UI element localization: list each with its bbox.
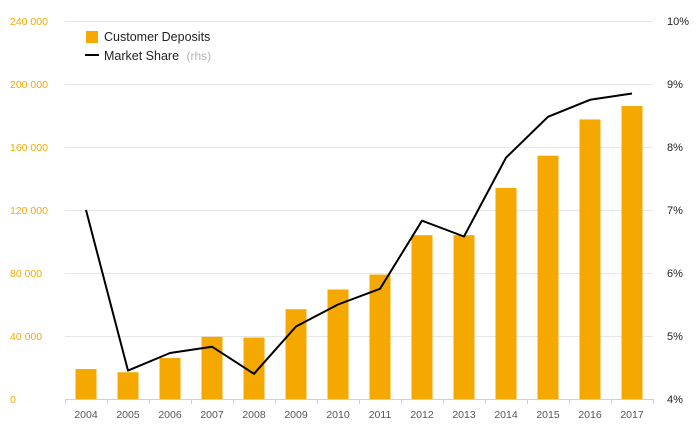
right-tick-label: 8%: [667, 142, 683, 154]
x-tick-label: 2017: [620, 409, 644, 421]
left-tick-label: 0: [10, 394, 16, 406]
left-tick-label: 160 000: [10, 142, 48, 154]
bar-2017: [621, 106, 643, 400]
legend-swatch-customer-deposits: [86, 31, 98, 43]
bar-2016: [579, 119, 601, 399]
bar-series-customer-deposits: [75, 106, 643, 400]
bar-2004: [75, 369, 97, 399]
bar-2014: [495, 187, 517, 399]
left-tick-label: 120 000: [10, 205, 48, 217]
left-tick-label: 240 000: [10, 16, 48, 28]
x-tick-label: 2006: [158, 409, 182, 421]
x-tick-label: 2011: [369, 409, 392, 421]
x-tick-label: 2004: [74, 409, 98, 421]
left-tick-label: 40 000: [10, 331, 42, 343]
legend: Customer Deposits Market Share (rhs): [85, 30, 211, 63]
legend-label-market-share-suffix: (rhs): [187, 49, 212, 63]
left-y-axis: 0 40 000 80 000 120 000 160 000 200 000 240 00…: [10, 16, 48, 406]
right-y-axis: 4% 5% 6% 7% 8% 9% 10%: [667, 16, 689, 406]
right-tick-label: 4%: [667, 394, 683, 406]
legend-label-customer-deposits: Customer Deposits: [104, 30, 210, 44]
bar-2012: [411, 235, 433, 399]
market-share-line: [85, 92, 633, 375]
right-tick-label: 9%: [667, 79, 683, 91]
x-tick-label: 2010: [326, 409, 350, 421]
right-tick-label: 6%: [667, 268, 683, 280]
x-tick-label: 2005: [116, 409, 140, 421]
left-tick-label: 80 000: [10, 268, 42, 280]
x-tick-label: 2016: [578, 409, 602, 421]
bar-2008: [243, 337, 265, 399]
x-tick-label: 2014: [494, 409, 518, 421]
bar-2015: [537, 155, 559, 399]
grid-lines: [65, 21, 654, 404]
x-tick-label: 2012: [410, 409, 434, 421]
x-tick-label: 2013: [452, 409, 476, 421]
x-tick-label: 2007: [200, 409, 224, 421]
bar-2011: [369, 274, 391, 399]
bar-2006: [159, 358, 181, 399]
left-tick-label: 200 000: [10, 79, 48, 91]
x-tick-label: 2015: [536, 409, 560, 421]
bar-2013: [453, 235, 475, 399]
bar-2007: [201, 336, 223, 399]
x-tick-label: 2009: [284, 409, 308, 421]
line-series-market-share: [85, 92, 633, 375]
legend-label-market-share-name: Market Share: [104, 49, 179, 63]
right-tick-label: 7%: [667, 205, 683, 217]
x-tick-label: 2008: [242, 409, 266, 421]
x-axis: 2004 2005 2006 2007 2008 2009 2010 2011 2012 2013…: [74, 409, 644, 421]
right-tick-label: 10%: [667, 16, 689, 28]
legend-label-market-share: Market Share (rhs): [104, 49, 211, 63]
bar-2010: [327, 289, 349, 399]
right-tick-label: 5%: [667, 331, 683, 343]
bar-2005: [117, 372, 139, 399]
